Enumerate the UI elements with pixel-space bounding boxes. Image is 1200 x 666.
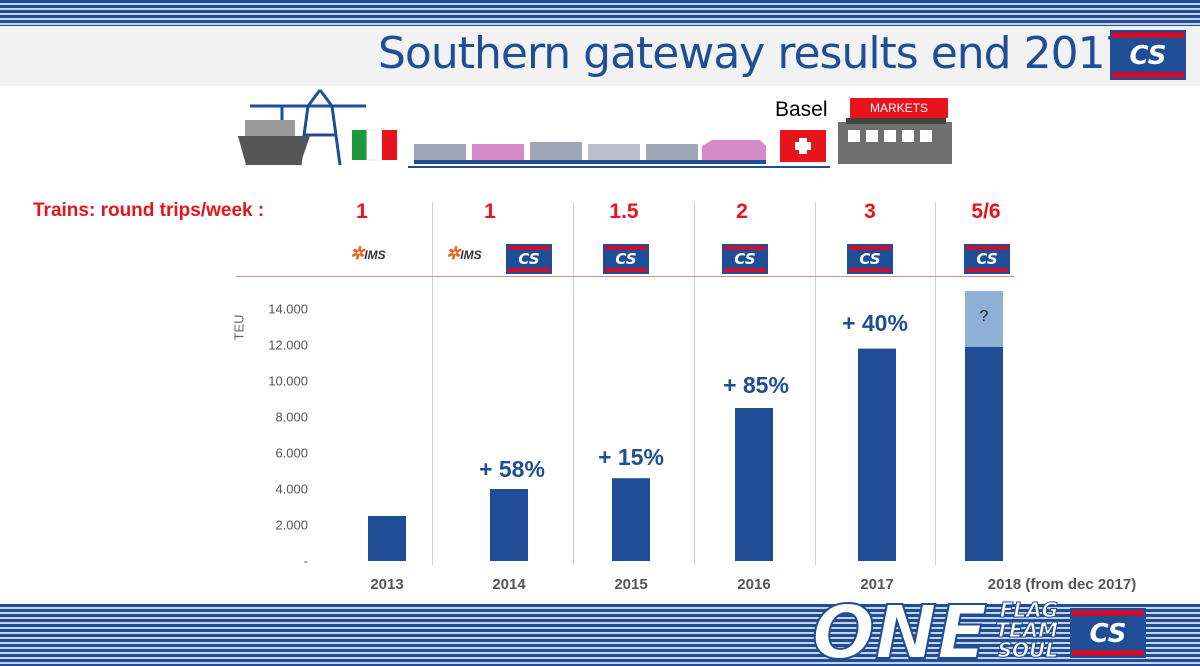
cs-logo-text: CS <box>1112 38 1184 72</box>
growth-label: + 40% <box>842 310 908 336</box>
column-divider <box>935 202 936 565</box>
top-stripe-band <box>0 0 1200 26</box>
cs-logo-text: CS <box>849 250 891 268</box>
y-tick-label: 2.000 <box>275 517 308 533</box>
trains-label: Trains: round trips/week : <box>33 200 265 221</box>
y-tick-label: 6.000 <box>275 445 308 461</box>
growth-label: + 15% <box>598 444 664 470</box>
switzerland-flag <box>780 130 826 162</box>
destination-label: Basel <box>775 98 828 121</box>
cs-logo-2017: CS <box>847 244 893 274</box>
teu-bar-chart <box>368 291 1003 561</box>
x-tick-label: 2018 (from dec 2017) <box>987 576 1137 593</box>
slogan-word: FLAG <box>999 600 1058 622</box>
y-tick-label: - <box>303 553 308 569</box>
column-divider <box>573 202 574 565</box>
x-tick-label: 2016 <box>737 576 771 593</box>
title-bar <box>0 26 1200 86</box>
ims-star-icon: ✲ <box>446 244 461 263</box>
bar-projection <box>965 291 1003 347</box>
italy-flag <box>352 129 397 161</box>
slogan-words: FLAG TEAM SOUL <box>980 600 1058 666</box>
ims-star-icon: ✲ <box>350 244 365 263</box>
cs-logo-text: CS <box>966 250 1008 268</box>
ims-logo-text: IMS <box>364 248 386 262</box>
bar-2017 <box>858 348 896 561</box>
trips-2018: 5/6 <box>971 200 1001 223</box>
slogan-word: SOUL <box>997 638 1058 662</box>
bar-2013 <box>368 516 406 561</box>
growth-label: + 85% <box>723 372 789 398</box>
trips-2016: 2 <box>736 200 748 223</box>
market-building-icon <box>838 118 952 164</box>
bar-2018 <box>965 346 1003 561</box>
cs-logo-footer: CS <box>1070 608 1146 658</box>
slogan-word: TEAM <box>995 618 1058 642</box>
bar-2014 <box>490 489 528 561</box>
cs-logo-text: CS <box>508 250 550 268</box>
column-divider <box>815 202 816 565</box>
cs-logo-text: CS <box>605 250 647 268</box>
x-tick-label: 2013 <box>370 576 404 593</box>
column-divider <box>432 202 433 565</box>
column-divider <box>694 202 695 565</box>
y-tick-label: 4.000 <box>275 481 308 497</box>
cs-logo-2016: CS <box>722 244 768 274</box>
slogan-one: ONE <box>812 600 988 666</box>
x-tick-label: 2017 <box>860 576 894 593</box>
route-illustration <box>238 89 952 168</box>
page-title: Southern gateway results end 2017 <box>378 28 1133 79</box>
y-tick-label: 8.000 <box>275 409 308 425</box>
x-tick-label: 2015 <box>614 576 648 593</box>
markets-sign: MARKETS <box>850 98 948 118</box>
cs-logo-text: CS <box>724 250 766 268</box>
ims-logo: ✲IMS <box>350 244 386 264</box>
train-icon <box>408 140 830 168</box>
trips-2017: 3 <box>864 200 876 223</box>
cs-logo-2018: CS <box>964 244 1010 274</box>
x-tick-label: 2014 <box>492 576 526 593</box>
trips-2015: 1.5 <box>609 200 639 223</box>
cs-logo-2014: CS <box>506 244 552 274</box>
y-tick-label: 14.000 <box>268 301 308 317</box>
ims-logo-text: IMS <box>460 248 482 262</box>
trips-2014: 1 <box>484 200 496 223</box>
projection-label: ? <box>979 308 989 325</box>
trips-2013: 1 <box>356 200 368 223</box>
ims-logo: ✲IMS <box>446 244 482 264</box>
footer-stripe-band <box>0 604 1200 666</box>
y-tick-label: 12.000 <box>268 337 308 353</box>
bar-2016 <box>735 408 773 561</box>
cs-logo-text: CS <box>1072 616 1144 650</box>
growth-label: + 58% <box>479 456 545 482</box>
y-tick-label: 10.000 <box>268 373 308 389</box>
cs-logo-2015: CS <box>603 244 649 274</box>
cs-logo-header: CS <box>1110 30 1186 80</box>
operator-divider-line <box>236 276 1014 277</box>
bar-2015 <box>612 478 650 561</box>
container-ship-icon <box>238 120 310 165</box>
